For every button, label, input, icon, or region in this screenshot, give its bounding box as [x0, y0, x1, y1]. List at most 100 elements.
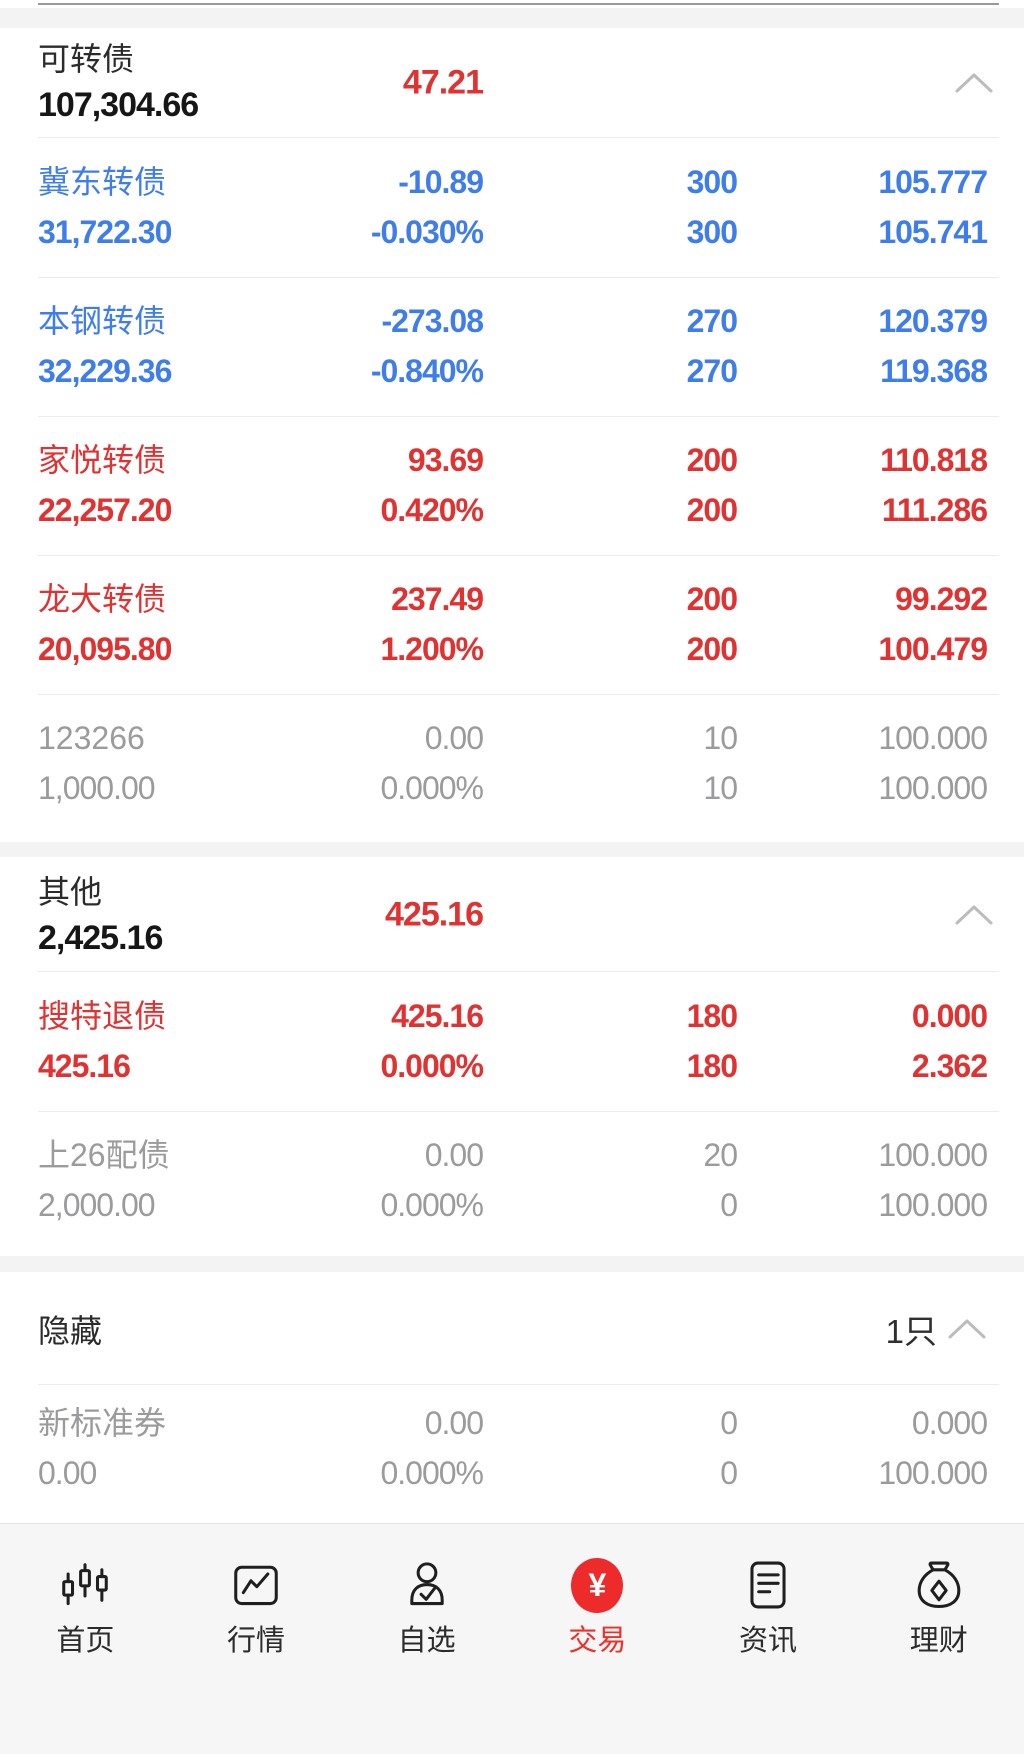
top-separator: [0, 0, 1024, 28]
holding-profit-pct: 0.420%: [380, 492, 484, 528]
holding-row-123266[interactable]: 123266 1,000.00 0.00 0.000% 10 10 100.000 10…: [0, 694, 1024, 833]
holding-name: 上26配债: [38, 1137, 170, 1173]
holding-qty: 10: [703, 720, 738, 756]
holding-profit: 0.00: [424, 1405, 484, 1441]
holding-cost: 100.000: [878, 1187, 988, 1223]
holding-cost: 100.479: [878, 631, 988, 667]
holding-qty: 180: [686, 998, 738, 1034]
hidden-count: 1只: [885, 1312, 937, 1350]
section-title: 其他: [38, 874, 103, 910]
holding-profit-pct: 1.200%: [380, 631, 484, 667]
holding-profit: -273.08: [381, 303, 484, 339]
holding-market-value: 22,257.20: [38, 492, 172, 528]
holding-price: 100.000: [878, 1137, 988, 1173]
chevron-up-icon[interactable]: [947, 1318, 987, 1340]
holding-row-longda[interactable]: 龙大转债 20,095.80 237.49 1.200% 200 200 99.292…: [0, 555, 1024, 694]
tab-label: 交易: [568, 1625, 627, 1657]
tab-home[interactable]: 首页: [0, 1557, 171, 1657]
holding-profit-pct: 0.000%: [380, 1048, 484, 1084]
holding-cost: 2.362: [911, 1048, 988, 1084]
holding-profit: 425.16: [391, 998, 484, 1034]
section-total-value: 2,425.16: [38, 919, 163, 957]
section-profit: 47.21: [402, 63, 484, 102]
holding-price: 120.379: [878, 303, 988, 339]
section-other: 其他 2,425.16 425.16 搜特退债 425.16 425.16 0.00…: [0, 857, 1024, 1256]
holding-market-value: 32,229.36: [38, 353, 172, 389]
holding-available: 0: [720, 1187, 738, 1223]
holding-cost: 100.000: [878, 770, 988, 806]
section-gap-band: [0, 842, 1024, 857]
holding-available: 270: [686, 353, 738, 389]
moneybag-icon: [912, 1557, 966, 1613]
holding-qty: 200: [686, 581, 738, 617]
holding-cost: 111.286: [881, 492, 988, 528]
holding-name: 新标准券: [38, 1405, 167, 1441]
bottom-tabbar: 首页 行情 自选 ¥: [0, 1523, 1024, 1754]
tab-watchlist[interactable]: 自选: [341, 1557, 512, 1657]
tab-label: 行情: [227, 1625, 286, 1657]
holding-profit-pct: 0.000%: [380, 1455, 484, 1491]
yen-badge: ¥: [571, 1557, 624, 1613]
tab-label: 首页: [56, 1625, 115, 1657]
section-profit: 425.16: [385, 895, 484, 933]
holding-market-value: 1,000.00: [38, 770, 156, 806]
holding-price: 110.818: [880, 442, 988, 478]
chevron-up-icon[interactable]: [954, 904, 994, 926]
holding-profit-pct: 0.000%: [380, 1187, 484, 1223]
trade-yen-icon: ¥: [571, 1557, 624, 1613]
holding-available: 0: [720, 1455, 738, 1491]
quotes-chart-icon: [229, 1557, 283, 1613]
holding-name: 123266: [38, 720, 145, 756]
section-title: 隐藏: [38, 1312, 103, 1349]
holdings-list: 新标准券 0.00 0.00 0.000% 0 0 0.000 100.000: [0, 1385, 1024, 1512]
holding-cost: 105.741: [878, 214, 988, 250]
watchlist-person-icon: [400, 1557, 454, 1613]
holding-market-value: 0.00: [38, 1455, 97, 1491]
holding-name: 冀东转债: [38, 164, 167, 200]
holding-name: 家悦转债: [38, 442, 167, 478]
holding-price: 100.000: [878, 720, 988, 756]
tab-news[interactable]: 资讯: [683, 1557, 854, 1657]
holding-profit-pct: 0.000%: [380, 770, 484, 806]
section-title: 可转债: [38, 41, 135, 77]
holding-row-xinbiaozhunquan[interactable]: 新标准券 0.00 0.00 0.000% 0 0 0.000 100.000: [0, 1385, 1024, 1512]
chevron-up-icon[interactable]: [954, 72, 994, 94]
holding-cost: 100.000: [878, 1455, 988, 1491]
holding-row-jiayue[interactable]: 家悦转债 22,257.20 93.69 0.420% 200 200 110.818…: [0, 416, 1024, 555]
section-gap-band: [0, 8, 1024, 28]
holding-name: 搜特退债: [38, 998, 167, 1034]
holding-row-soute[interactable]: 搜特退债 425.16 425.16 0.000% 180 180 0.000 2.36…: [0, 972, 1024, 1111]
holding-market-value: 2,000.00: [38, 1187, 156, 1223]
holding-qty: 270: [686, 303, 738, 339]
holding-price: 99.292: [895, 581, 988, 617]
holding-qty: 200: [686, 442, 738, 478]
section-header-other[interactable]: 其他 2,425.16 425.16: [0, 857, 1024, 972]
holding-profit: 93.69: [407, 442, 484, 478]
holding-row-shang26[interactable]: 上26配债 2,000.00 0.00 0.000% 20 0 100.000 100.…: [0, 1111, 1024, 1250]
holding-cost: 119.368: [880, 353, 988, 389]
holding-available: 200: [686, 492, 738, 528]
tab-label: 理财: [909, 1625, 968, 1657]
tab-wealth[interactable]: 理财: [853, 1557, 1024, 1657]
holdings-list: 搜特退债 425.16 425.16 0.000% 180 180 0.000 2.36…: [0, 972, 1024, 1250]
holding-row-jidong[interactable]: 冀东转债 31,722.30 -10.89 -0.030% 300 300 105.7…: [0, 138, 1024, 277]
holding-qty: 0: [720, 1405, 738, 1441]
holding-profit: 237.49: [391, 581, 484, 617]
holding-profit: -10.89: [398, 164, 484, 200]
holding-available: 180: [686, 1048, 738, 1084]
section-gap-band: [0, 1256, 1024, 1272]
holding-price: 0.000: [911, 1405, 988, 1441]
holding-name: 本钢转债: [38, 303, 167, 339]
holdings-list: 冀东转债 31,722.30 -10.89 -0.030% 300 300 105.7…: [0, 138, 1024, 833]
section-header-convertible-bonds[interactable]: 可转债 107,304.66 47.21: [0, 28, 1024, 138]
tab-trade[interactable]: ¥ 交易: [512, 1557, 683, 1657]
section-convertible-bonds: 可转债 107,304.66 47.21 冀东转债 31,722.30 -10.8…: [0, 28, 1024, 842]
tab-quotes[interactable]: 行情: [171, 1557, 342, 1657]
holding-row-bengang[interactable]: 本钢转债 32,229.36 -273.08 -0.840% 270 270 120.…: [0, 277, 1024, 416]
holding-name: 龙大转债: [38, 581, 167, 617]
holding-qty: 20: [703, 1137, 738, 1173]
section-header-hidden[interactable]: 隐藏 1只: [0, 1272, 1024, 1385]
section-hidden: 隐藏 1只 新标准券 0.00 0.00 0.000% 0 0 0.000 100.00…: [0, 1272, 1024, 1523]
holding-available: 200: [686, 631, 738, 667]
